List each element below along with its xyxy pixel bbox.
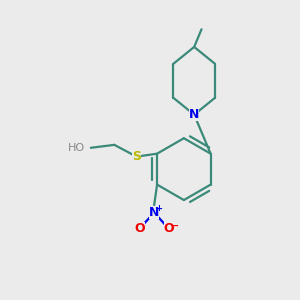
Text: N: N bbox=[149, 206, 159, 219]
Text: O: O bbox=[164, 222, 174, 235]
Text: HO: HO bbox=[68, 143, 85, 153]
Text: N: N bbox=[189, 108, 200, 121]
Text: −: − bbox=[171, 221, 179, 231]
Text: O: O bbox=[134, 222, 145, 235]
Text: +: + bbox=[155, 204, 162, 213]
Text: S: S bbox=[132, 150, 141, 163]
